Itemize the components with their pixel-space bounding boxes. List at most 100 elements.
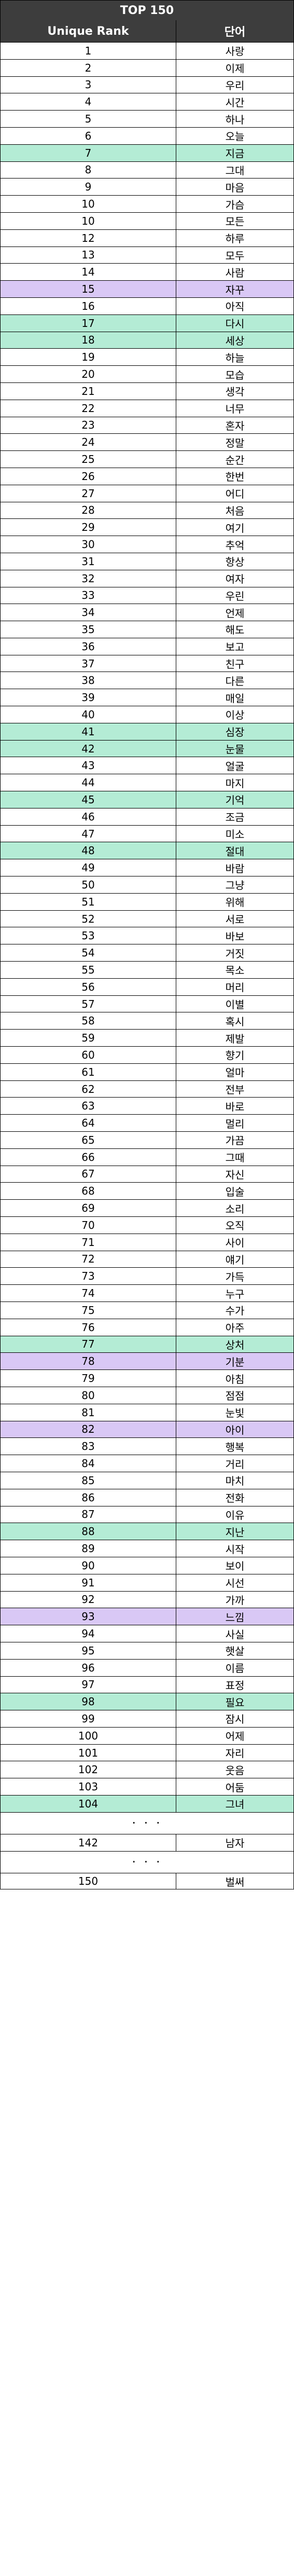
rank-cell: 71 [1, 1234, 176, 1251]
word-cell: 거짓 [225, 947, 245, 960]
rank-cell: 40 [1, 706, 176, 723]
table-body: 1 사랑 2 이제 3 우리 4 시간 5 하나 6 오늘 7 지금 8 그대 9 마음 10 가슴 10 모든 12 하루 1… [1, 42, 293, 1812]
word-cell: 가득 [225, 1270, 245, 1283]
word-cell: 혼자 [225, 419, 245, 432]
table-row: 36 보고 [1, 637, 293, 655]
rank-cell: 44 [1, 774, 176, 791]
rank-cell: 69 [1, 1200, 176, 1216]
word-cell: 우린 [225, 590, 245, 602]
rank-cell: 13 [1, 246, 176, 264]
table-row: 79 아침 [1, 1369, 293, 1387]
table-row: 99 잠시 [1, 1710, 293, 1727]
word-cell: 한번 [225, 471, 245, 484]
table-row: 16 아직 [1, 297, 293, 314]
table-row: 7 지금 [1, 144, 293, 161]
word-cell: 마지 [225, 777, 245, 790]
table-row: 32 여자 [1, 569, 293, 587]
rank-cell: 26 [1, 468, 176, 485]
table-row: 3 우리 [1, 76, 293, 93]
rank-cell: 100 [1, 1727, 176, 1744]
word-cell: 미소 [225, 828, 245, 841]
word-cell: 얘기 [225, 1253, 245, 1266]
word-cell: 여기 [225, 522, 245, 535]
rank-cell: 38 [1, 672, 176, 689]
table-row: 47 미소 [1, 825, 293, 842]
table-row: 57 이별 [1, 995, 293, 1012]
table-row: 92 가까 [1, 1591, 293, 1608]
rank-cell: 1 [1, 43, 176, 59]
rank-cell: 101 [1, 1744, 176, 1761]
rank-cell: 28 [1, 502, 176, 519]
word-cell: 전부 [225, 1084, 245, 1096]
rank-cell: 53 [1, 927, 176, 944]
table-row: 98 필요 [1, 1693, 293, 1710]
table-row: 62 전부 [1, 1080, 293, 1098]
table-row: 14 사람 [1, 263, 293, 281]
word-cell: 목소 [225, 964, 245, 977]
rank-cell: 52 [1, 910, 176, 927]
rank-cell: 8 [1, 161, 176, 179]
table-row: 2 이제 [1, 59, 293, 76]
word-cell: 추억 [225, 539, 245, 552]
table-row: 43 얼굴 [1, 757, 293, 774]
table-row: 102 웃음 [1, 1761, 293, 1778]
word-cell: 머리 [225, 981, 245, 994]
table-row: 59 제발 [1, 1029, 293, 1047]
table-row: 90 보이 [1, 1556, 293, 1574]
rank-cell: 87 [1, 1506, 176, 1523]
rank-cell: 7 [1, 144, 176, 161]
table-row: 65 가끔 [1, 1131, 293, 1148]
table-row: 103 어둠 [1, 1778, 293, 1796]
word-cell: 마치 [225, 1475, 245, 1488]
word-cell: 멀리 [225, 1117, 245, 1130]
table-row: 18 세상 [1, 331, 293, 349]
rank-cell: 47 [1, 825, 176, 842]
rank-cell: 10 [1, 212, 176, 229]
word-cell: 벌써 [225, 1875, 245, 1888]
rank-cell: 24 [1, 434, 176, 451]
word-cell: 세상 [225, 334, 245, 347]
word-cell: 기억 [225, 794, 245, 807]
table-row: 23 혼자 [1, 416, 293, 434]
rank-cell: 48 [1, 842, 176, 859]
word-cell: 필요 [225, 1696, 245, 1709]
ellipsis-row: · · · [1, 1812, 293, 1834]
word-cell: 얼마 [225, 1066, 245, 1079]
word-cell: 자리 [225, 1747, 245, 1760]
word-column-header: 단어 [224, 26, 246, 39]
word-cell: 가끔 [225, 1134, 245, 1147]
word-cell: 햇살 [225, 1645, 245, 1658]
word-cell: 입술 [225, 1185, 245, 1198]
word-cell: 아침 [225, 1373, 245, 1386]
table-row: 81 눈빛 [1, 1403, 293, 1421]
rank-cell: 33 [1, 587, 176, 604]
word-cell: 사랑 [225, 45, 245, 58]
word-cell: 절대 [225, 845, 245, 858]
rank-cell: 10 [1, 196, 176, 212]
table-row: 26 한번 [1, 467, 293, 485]
rank-cell: 104 [1, 1796, 176, 1812]
rank-cell: 36 [1, 638, 176, 655]
rank-cell: 51 [1, 893, 176, 910]
word-cell: 순간 [225, 454, 245, 467]
table-row: 95 햇살 [1, 1641, 293, 1659]
word-cell: 소리 [225, 1202, 245, 1215]
rank-cell: 58 [1, 1012, 176, 1030]
table-row: 30 추억 [1, 536, 293, 553]
table-row: 55 목소 [1, 961, 293, 978]
table-row: 69 소리 [1, 1199, 293, 1216]
rank-cell: 12 [1, 229, 176, 246]
word-cell: 심장 [225, 726, 245, 739]
word-cell: 보고 [225, 641, 245, 654]
word-cell: 점점 [225, 1390, 245, 1403]
table-row: 48 절대 [1, 842, 293, 859]
table-row: 42 눈물 [1, 739, 293, 757]
rank-cell: 97 [1, 1676, 176, 1693]
rank-cell: 9 [1, 179, 176, 196]
table-row: 78 기분 [1, 1352, 293, 1370]
word-cell: 눈빛 [225, 1407, 245, 1420]
table-row: 41 심장 [1, 722, 293, 740]
rank-cell: 25 [1, 451, 176, 468]
table-row: 52 서로 [1, 910, 293, 927]
table-row: 61 얼마 [1, 1063, 293, 1080]
